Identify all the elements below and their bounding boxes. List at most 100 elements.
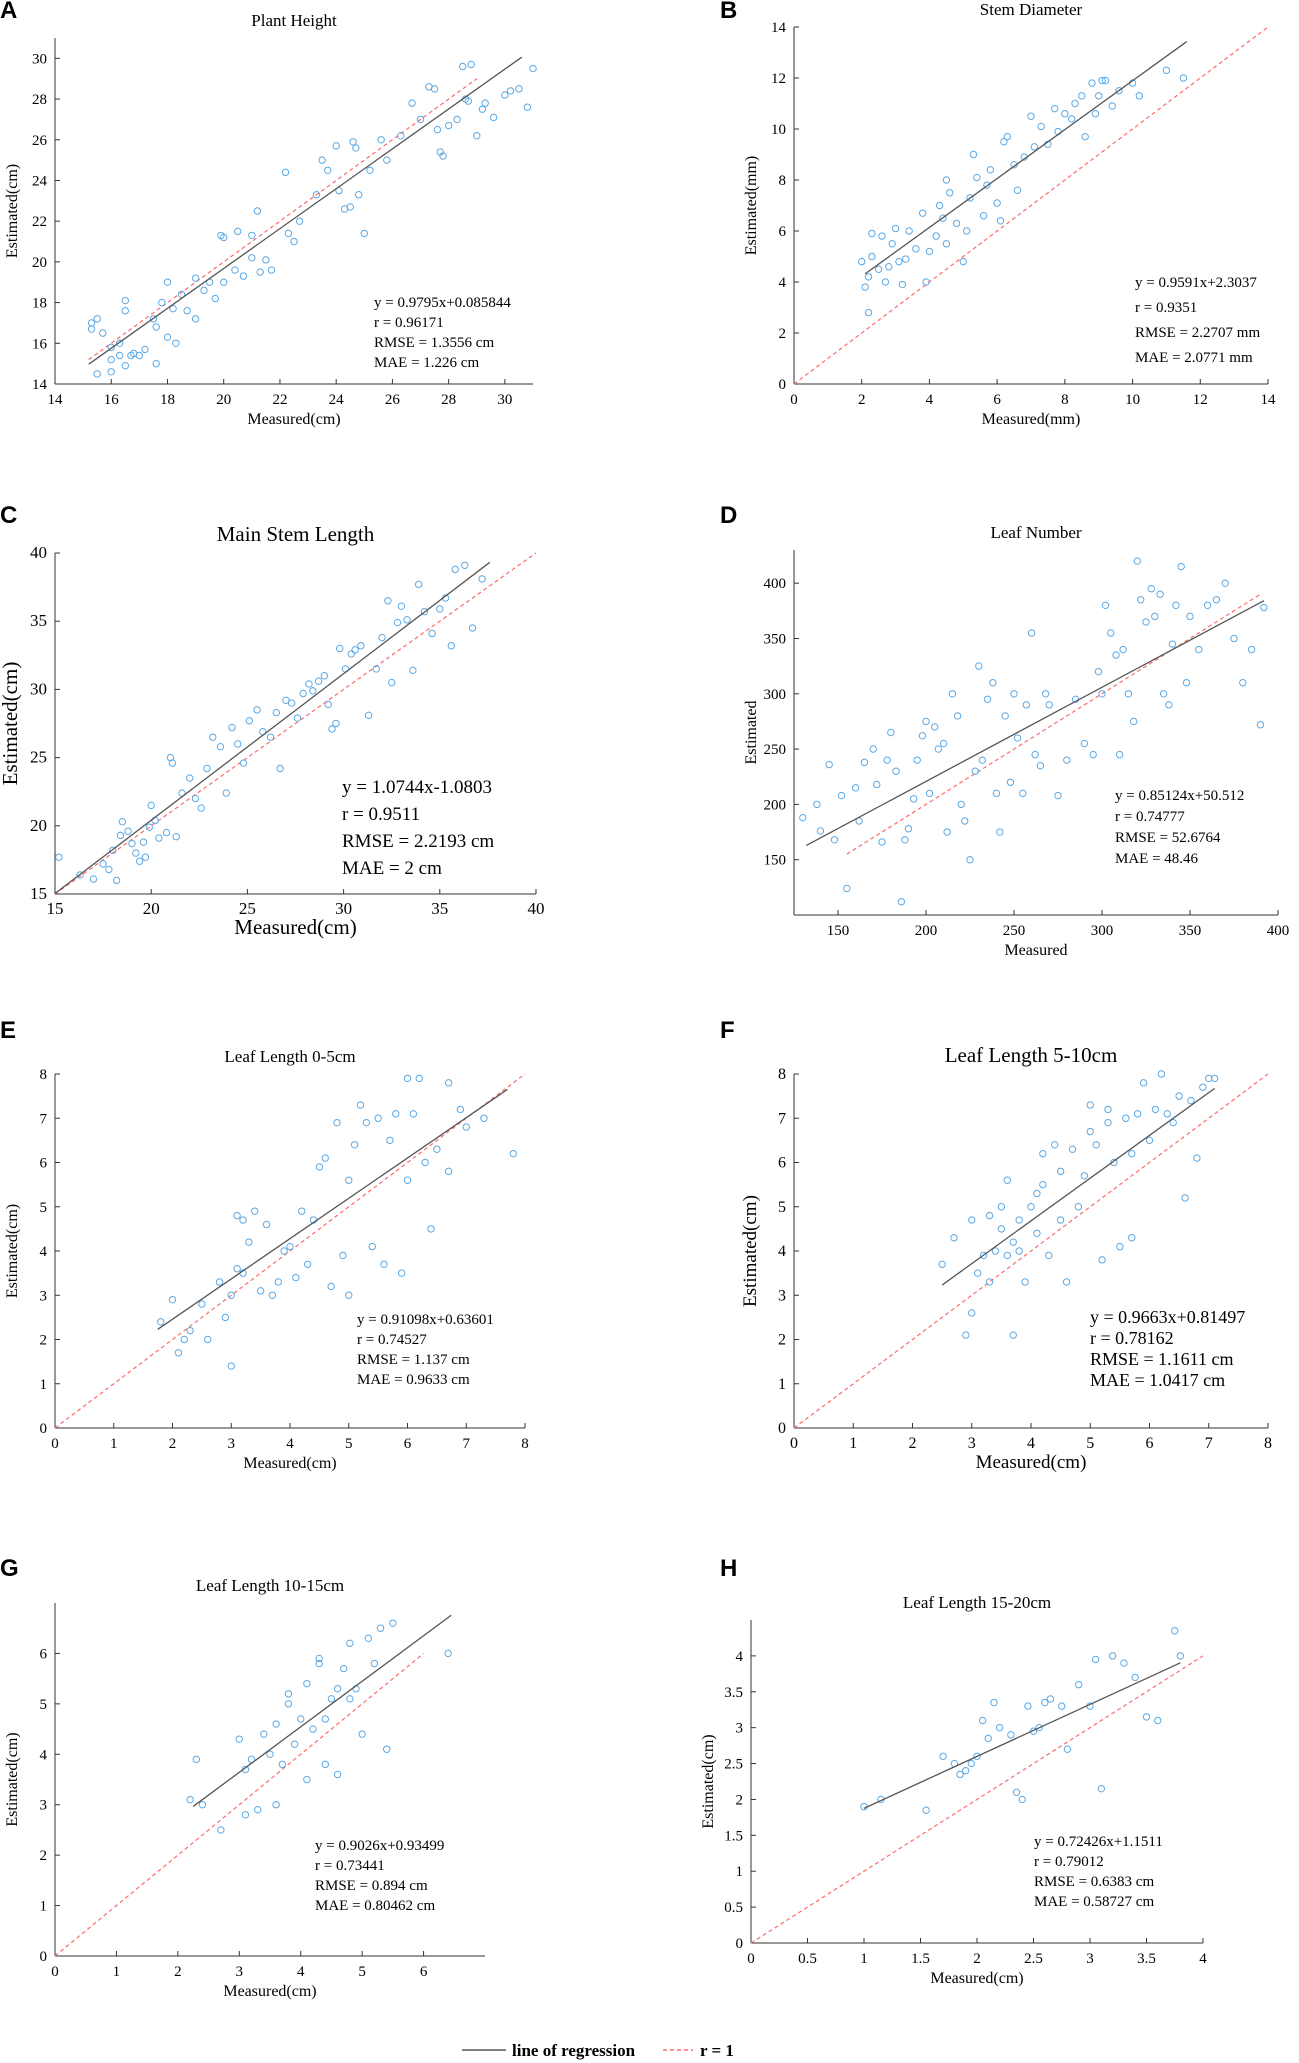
panel-letter: H (720, 1555, 737, 1582)
data-point (913, 756, 921, 764)
data-point (1142, 1713, 1151, 1721)
data-point (1195, 645, 1203, 654)
data-point (1015, 1247, 1023, 1255)
stats-annotation: MAE = 48.46 (1115, 851, 1199, 867)
data-point (370, 1659, 379, 1668)
data-point (942, 176, 951, 184)
data-point (1098, 76, 1106, 85)
data-point (939, 214, 947, 222)
x-tick-label: 24 (329, 392, 345, 408)
data-point (1063, 756, 1071, 764)
data-point (314, 677, 323, 685)
data-point (280, 1247, 288, 1255)
x-tick-label: 3 (236, 1964, 244, 1980)
chart-title: Leaf Number (990, 523, 1081, 542)
data-point (895, 257, 903, 266)
x-tick-label: 2 (973, 1951, 981, 1967)
panel-letter: C (0, 502, 17, 529)
data-point (978, 756, 987, 764)
y-tick-label: 20 (32, 255, 47, 271)
identity-line (54, 552, 537, 895)
y-tick-label: 3 (40, 1798, 48, 1814)
data-point (274, 1278, 282, 1286)
y-axis-label: Estimated(cm) (4, 164, 21, 258)
data-point (145, 823, 153, 831)
data-point (922, 1806, 930, 1814)
data-point (241, 1811, 250, 1819)
data-point (1168, 640, 1177, 648)
data-point (1091, 110, 1100, 118)
data-point (115, 351, 124, 360)
stats-annotation: RMSE = 0.6383 cm (1034, 1874, 1154, 1890)
stats-annotation: r = 0.74527 (357, 1332, 427, 1348)
x-tick-label: 0 (790, 1435, 798, 1452)
data-point (299, 689, 307, 698)
data-point (1003, 132, 1011, 141)
data-point (962, 227, 971, 235)
data-point (217, 1826, 225, 1834)
data-point (1151, 1105, 1160, 1114)
data-point (1012, 1788, 1021, 1796)
data-point (1027, 629, 1036, 637)
identity-line (54, 1073, 526, 1429)
data-point (946, 189, 954, 197)
figure-legend: line of regression r = 1 (462, 2041, 734, 2060)
data-point (245, 717, 254, 725)
data-point (414, 580, 423, 589)
data-point (1182, 679, 1191, 687)
y-axis-label: Estimated(cm) (740, 1195, 761, 1307)
x-tick-label: 6 (420, 1964, 428, 1980)
x-tick-label: 5 (1086, 1435, 1094, 1452)
data-point (1154, 1716, 1162, 1725)
data-point (345, 1291, 353, 1299)
x-axis-label: Measured(cm) (234, 915, 356, 939)
data-point (938, 1260, 946, 1268)
data-point (1104, 1105, 1112, 1114)
x-tick-label: 20 (216, 392, 231, 408)
data-point (922, 717, 930, 726)
stats-annotation: MAE = 0.58727 cm (1034, 1894, 1154, 1910)
data-point (93, 315, 101, 323)
y-tick-label: 14 (32, 377, 48, 393)
data-point (467, 60, 475, 69)
data-point (321, 1760, 329, 1769)
y-tick-label: 5 (778, 1199, 786, 1216)
data-point (284, 1690, 293, 1698)
data-point (1162, 66, 1171, 75)
data-point (973, 1269, 982, 1277)
data-point (883, 756, 891, 764)
y-tick-label: 0 (40, 1421, 48, 1437)
data-point (950, 1234, 958, 1242)
data-point (1119, 645, 1127, 654)
data-point (328, 725, 336, 733)
data-point (985, 1211, 994, 1220)
data-point (1159, 690, 1168, 698)
data-point (966, 855, 974, 864)
data-point (1108, 102, 1116, 110)
data-point (357, 642, 365, 650)
data-point (254, 1806, 262, 1814)
data-point (943, 828, 951, 836)
x-tick-label: 14 (1261, 392, 1277, 408)
data-point (439, 152, 447, 160)
data-point (1039, 1180, 1047, 1189)
y-tick-label: 20 (30, 816, 47, 835)
data-point (216, 742, 225, 751)
data-point (885, 263, 893, 271)
data-point (874, 265, 883, 273)
y-tick-label: 2 (40, 1848, 48, 1864)
data-point (388, 678, 396, 687)
data-point (983, 695, 992, 704)
data-point (1098, 690, 1106, 698)
data-point (864, 308, 873, 317)
data-point (309, 1725, 317, 1733)
y-tick-label: 18 (32, 296, 47, 312)
data-point (416, 115, 425, 124)
data-point (1115, 750, 1124, 759)
x-tick-label: 28 (441, 392, 456, 408)
data-point (282, 696, 290, 705)
x-tick-label: 10 (1125, 392, 1140, 408)
data-point (186, 1326, 194, 1335)
data-point (1092, 1141, 1100, 1149)
data-point (1172, 601, 1180, 610)
